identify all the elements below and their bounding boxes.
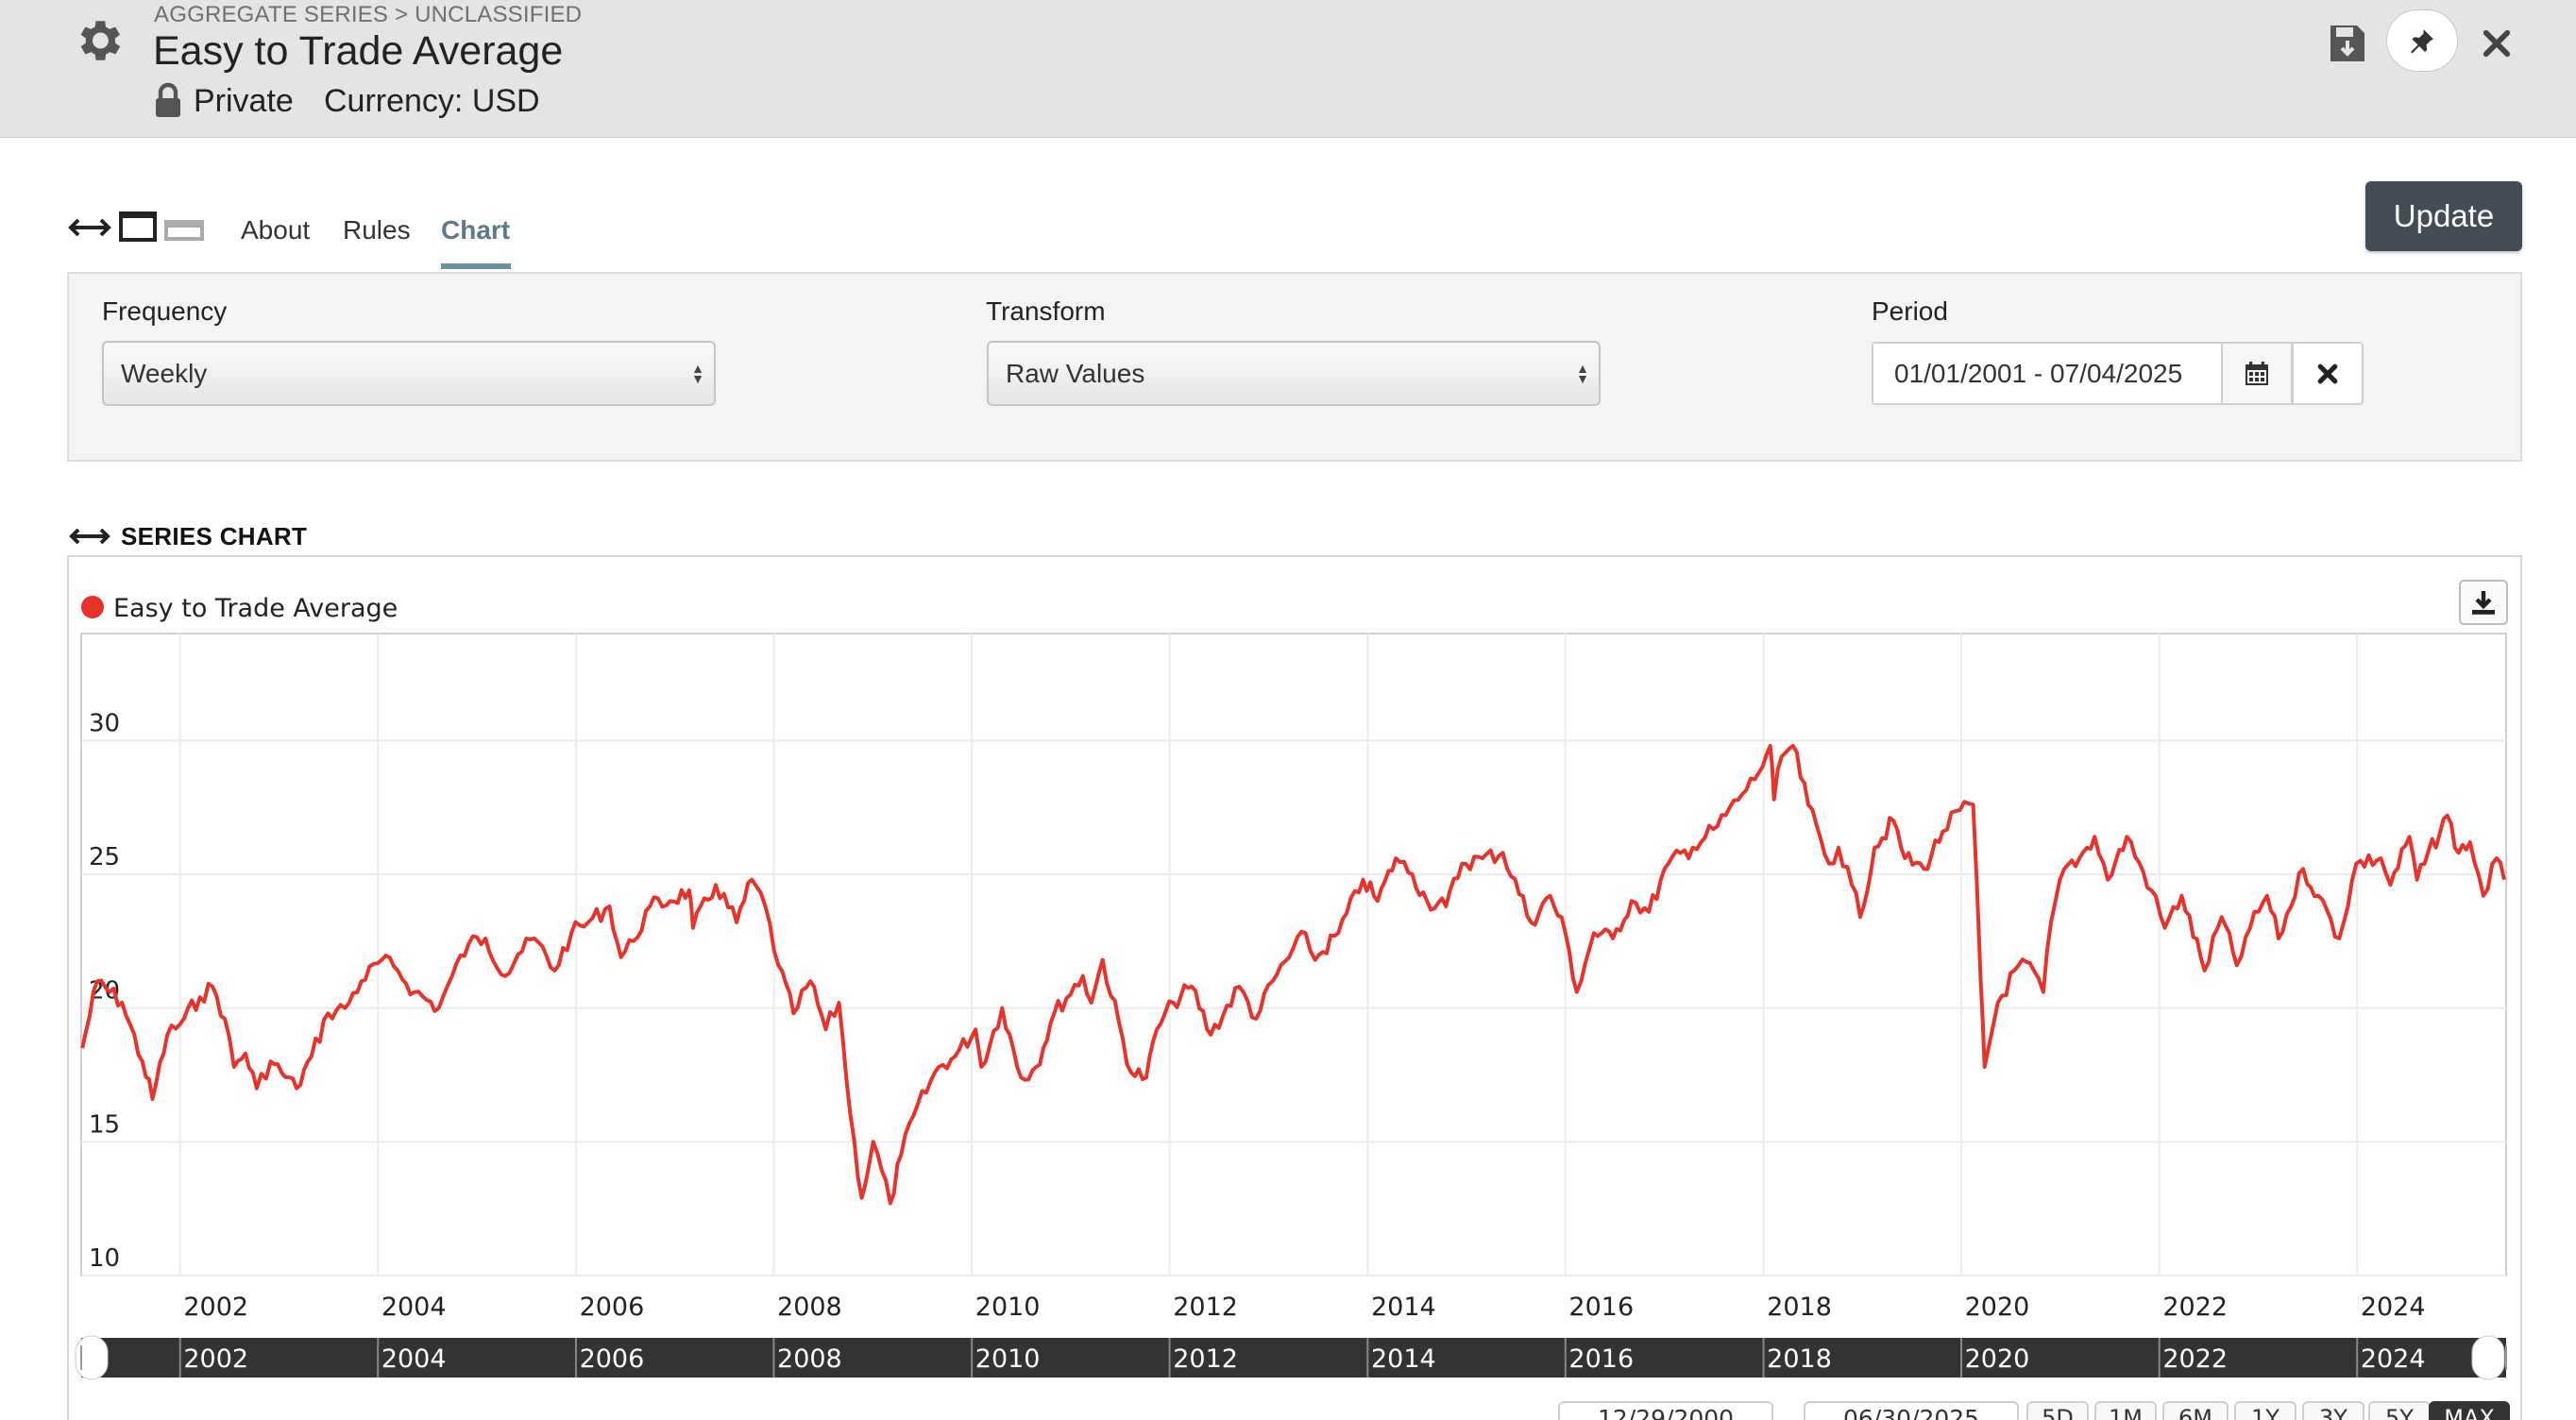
clear-period-button[interactable] [2292, 342, 2364, 405]
header-bar [0, 0, 2576, 138]
close-icon [2483, 29, 2511, 58]
close-button[interactable] [2476, 21, 2517, 66]
save-button[interactable] [2325, 21, 2370, 66]
navigator-tick-label: 2022 [2162, 1344, 2228, 1374]
update-button[interactable]: Update [2365, 181, 2522, 251]
frequency-label: Frequency [102, 296, 228, 326]
range-button-6m[interactable]: 6M [2162, 1401, 2229, 1420]
navigator-handle-right[interactable] [2471, 1335, 2505, 1380]
frequency-value: Weekly [121, 358, 208, 388]
range-button-3y[interactable]: 3Y [2302, 1401, 2364, 1420]
transform-select[interactable]: Raw Values ▲ ▼ [987, 341, 1601, 406]
breadcrumb: AGGREGATE SERIES > UNCLASSIFIED [154, 2, 583, 27]
transform-value: Raw Values [1006, 358, 1145, 388]
gear-icon[interactable] [71, 13, 126, 68]
calendar-button[interactable] [2221, 342, 2293, 405]
range-end-input[interactable]: 06/30/2025 [1804, 1401, 2019, 1420]
y-tick-label: 25 [89, 843, 120, 871]
range-start-input[interactable]: 12/29/2000 [1558, 1401, 1773, 1420]
range-button-1y[interactable]: 1Y [2234, 1401, 2296, 1420]
x-tick-label: 2004 [381, 1293, 447, 1322]
legend-item[interactable]: Easy to Trade Average [113, 594, 398, 623]
range-button-max[interactable]: MAX [2429, 1401, 2510, 1420]
series-line[interactable] [80, 744, 2506, 1206]
period-label: Period [1872, 296, 1948, 326]
privacy-status: Private [194, 83, 294, 119]
resize-arrows-icon[interactable] [67, 210, 112, 245]
clear-icon [2317, 363, 2338, 383]
chart-panel [67, 555, 2522, 1420]
tab-about[interactable]: About [241, 215, 311, 245]
range-button-1m[interactable]: 1M [2094, 1401, 2157, 1420]
x-tick-label: 2018 [1767, 1293, 1832, 1322]
x-tick-label: 2022 [2162, 1293, 2228, 1322]
download-chart-button[interactable] [2459, 580, 2508, 625]
y-tick-label: 10 [89, 1244, 120, 1273]
y-tick-label: 15 [89, 1110, 120, 1139]
x-tick-label: 2008 [777, 1293, 842, 1322]
select-arrows-icon: ▲ ▼ [691, 361, 704, 386]
layout-full-icon[interactable] [119, 211, 157, 242]
navigator-tick-label: 2014 [1371, 1344, 1436, 1374]
tab-chart[interactable]: Chart [441, 215, 511, 245]
navigator-tick-label: 2016 [1568, 1344, 1634, 1374]
x-tick-label: 2014 [1371, 1293, 1436, 1322]
resize-arrows-icon[interactable] [67, 523, 112, 549]
navigator-tick-label: 2018 [1767, 1344, 1832, 1374]
navigator-tick-label: 2024 [2361, 1344, 2426, 1374]
x-tick-label: 2024 [2361, 1293, 2426, 1322]
calendar-icon [2246, 361, 2268, 385]
navigator-tick-label: 2020 [1965, 1344, 2030, 1374]
currency-label: Currency: USD [324, 83, 540, 119]
navigator-tick-label: 2008 [777, 1344, 842, 1374]
navigator-tick-label: 2012 [1173, 1344, 1238, 1374]
section-title: SERIES CHART [121, 522, 308, 550]
pin-button[interactable] [2386, 9, 2458, 72]
legend-marker [81, 596, 104, 618]
layout-half-icon[interactable] [164, 220, 204, 241]
navigator-tick-label: 2010 [975, 1344, 1041, 1374]
transform-label: Transform [986, 296, 1106, 326]
tab-rules[interactable]: Rules [343, 215, 411, 245]
navigator-track[interactable] [81, 1338, 2506, 1378]
navigator-tick-label: 2006 [580, 1344, 645, 1374]
frequency-select[interactable]: Weekly ▲ ▼ [102, 341, 716, 406]
x-tick-label: 2002 [183, 1293, 248, 1322]
x-tick-label: 2010 [975, 1293, 1041, 1322]
x-tick-label: 2012 [1173, 1293, 1238, 1322]
navigator-handle-left[interactable] [75, 1335, 109, 1380]
navigator-tick-label: 2002 [183, 1344, 248, 1374]
download-icon [2472, 591, 2495, 615]
lock-icon [154, 81, 182, 119]
x-tick-label: 2020 [1965, 1293, 2030, 1322]
y-tick-label: 30 [89, 709, 120, 737]
period-input[interactable]: 01/01/2001 - 07/04/2025 [1872, 342, 2222, 405]
range-button-5y[interactable]: 5Y [2368, 1401, 2431, 1420]
pin-icon [2411, 29, 2433, 54]
select-arrows-icon: ▲ ▼ [1576, 361, 1589, 386]
active-tab-indicator [441, 263, 511, 269]
save-icon [2330, 25, 2364, 61]
x-tick-label: 2016 [1568, 1293, 1634, 1322]
page-title: Easy to Trade Average [153, 28, 564, 74]
x-tick-label: 2006 [580, 1293, 645, 1322]
range-button-5d[interactable]: 5D [2026, 1401, 2089, 1420]
plot-area [80, 633, 2507, 1276]
navigator-tick-label: 2004 [381, 1344, 447, 1374]
